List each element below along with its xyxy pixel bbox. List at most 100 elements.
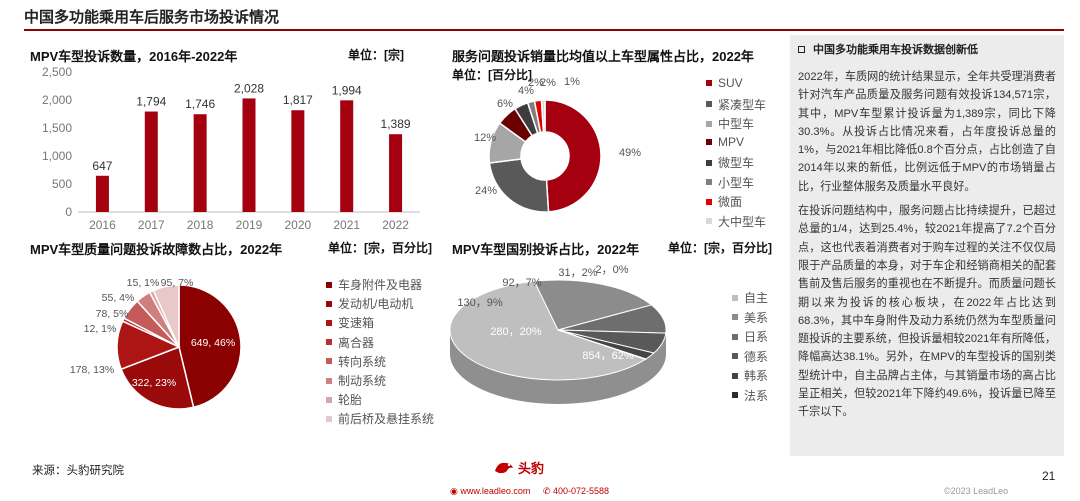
legend-swatch bbox=[732, 314, 738, 320]
logo-text: 头豹 bbox=[518, 461, 545, 476]
y-tick-label: 1,500 bbox=[42, 121, 72, 135]
legend-swatch bbox=[706, 218, 712, 224]
page-number: 21 bbox=[1042, 469, 1056, 483]
donut-slice-label: 24% bbox=[475, 185, 497, 197]
bar-2021 bbox=[340, 100, 354, 212]
y-tick-label: 2,500 bbox=[42, 65, 72, 79]
pie3d-slice-label: 130，9% bbox=[457, 297, 502, 309]
legend-swatch bbox=[706, 198, 712, 205]
quality-pie-title: MPV车型质量问题投诉故障数占比，2022年 bbox=[30, 242, 283, 257]
page-title: 中国多功能乘用车后服务市场投诉情况 bbox=[24, 9, 280, 26]
country-3d-pie-chart: 854，62% 280，20% 130，9%92，7% 31，2%2，0% bbox=[450, 264, 667, 404]
legend-item: 韩系 bbox=[732, 367, 768, 384]
donut-slice-label: 2% bbox=[540, 77, 556, 89]
bar-chart-title: MPV车型投诉数量，2016年-2022年 bbox=[30, 49, 238, 64]
donut-slice-label: 49% bbox=[619, 147, 641, 159]
legend-item: MPV bbox=[706, 135, 744, 149]
globe-icon: ◉ bbox=[450, 486, 458, 496]
country-pie-unit: 单位：[宗，百分比] bbox=[668, 241, 772, 255]
service-pie-unit: 单位：[百分比] bbox=[452, 68, 532, 82]
bar-value-label: 1,389 bbox=[381, 117, 411, 131]
legend-item: SUV bbox=[706, 76, 743, 90]
legend-label: 制动系统 bbox=[338, 374, 387, 388]
legend-label: 韩系 bbox=[744, 369, 769, 383]
legend-label: MPV bbox=[718, 134, 745, 149]
bar-2020 bbox=[291, 110, 305, 212]
pie3d-slice-label: 280，20% bbox=[490, 326, 542, 338]
bar-2018 bbox=[193, 114, 207, 212]
legend-swatch bbox=[706, 159, 712, 166]
pie3d-slice-label: 2，0% bbox=[595, 264, 628, 276]
legend-label: 发动机/电动机 bbox=[338, 297, 414, 312]
leopard-logo-icon bbox=[495, 462, 513, 473]
title-divider bbox=[24, 29, 1064, 31]
bar-value-label: 1,794 bbox=[136, 95, 166, 109]
legend-item: 大中型车 bbox=[706, 213, 766, 230]
legend-item: 德系 bbox=[732, 348, 768, 365]
checkbox-square-icon bbox=[798, 45, 805, 53]
legend-label: 前后桥及悬挂系统 bbox=[338, 412, 435, 427]
copyright: ©2023 LeadLeo bbox=[944, 486, 1009, 496]
legend-swatch bbox=[732, 333, 738, 340]
legend-item: 微面 bbox=[706, 193, 742, 210]
pie-slice-label: 95, 7% bbox=[161, 277, 194, 289]
quality-pie-unit: 单位：[宗，百分比] bbox=[328, 241, 432, 255]
pie-slice-label: 78, 5% bbox=[96, 308, 129, 320]
x-tick-label: 2016 bbox=[89, 218, 116, 232]
legend-swatch bbox=[706, 138, 712, 145]
pie3d-slice-1 bbox=[533, 279, 653, 331]
pie-slice-label: 12, 1% bbox=[84, 323, 117, 335]
donut-slice-label: 6% bbox=[497, 98, 513, 110]
legend-item: 自主 bbox=[732, 289, 768, 306]
bar-chart-unit: 单位：[宗] bbox=[348, 48, 404, 62]
commentary-panel: 中国多功能乘用车投诉数据创新低 2022年，车质网的统计结果显示，全年共受理消费… bbox=[790, 35, 1064, 456]
x-tick-label: 2018 bbox=[187, 218, 214, 232]
pie-slice-label: 55, 4% bbox=[102, 292, 135, 304]
legend-swatch bbox=[706, 80, 712, 86]
legend-item: 车身附件及电器 bbox=[326, 276, 422, 293]
donut-slice-label: 12% bbox=[474, 132, 496, 144]
bar-value-label: 647 bbox=[92, 159, 112, 173]
legend-item: 制动系统 bbox=[326, 372, 386, 389]
pie-3d-side bbox=[450, 330, 666, 404]
bar-2019 bbox=[242, 98, 256, 212]
service-pie-title: 服务问题投诉销量比均值以上车型属性占比，2022年 bbox=[452, 49, 754, 64]
x-tick-label: 2022 bbox=[382, 218, 409, 232]
bar-value-label: 1,746 bbox=[185, 97, 215, 111]
pie3d-slice-label: 92，7% bbox=[502, 277, 541, 289]
bar-value-label: 1,994 bbox=[332, 83, 362, 97]
legend-swatch bbox=[326, 377, 332, 384]
bar-2017 bbox=[144, 111, 158, 212]
brand-logo: 头豹 bbox=[493, 458, 544, 477]
legend-item: 发动机/电动机 bbox=[326, 295, 413, 312]
pie-slice-7 bbox=[152, 284, 180, 348]
legend-item: 美系 bbox=[732, 309, 768, 326]
service-donut-legend: SUV 紧凑型车 中型车 MPV 微型车 小型车 微面 大中型车 bbox=[706, 76, 786, 229]
legend-swatch bbox=[706, 179, 712, 185]
legend-label: 小型车 bbox=[718, 175, 755, 190]
legend-item: 前后桥及悬挂系统 bbox=[326, 410, 434, 427]
legend-swatch bbox=[706, 101, 712, 107]
legend-label: 德系 bbox=[744, 349, 769, 364]
x-tick-label: 2017 bbox=[138, 218, 165, 232]
bar-value-label: 1,817 bbox=[283, 93, 313, 107]
legend-item: 小型车 bbox=[706, 174, 754, 191]
donut-slice-7 bbox=[540, 99, 546, 133]
legend-swatch bbox=[732, 294, 738, 301]
legend-item: 中型车 bbox=[706, 115, 754, 132]
y-tick-label: 2,000 bbox=[42, 93, 72, 107]
website-link[interactable]: www.leadleo.com bbox=[460, 486, 531, 496]
x-tick-label: 2021 bbox=[333, 218, 360, 232]
legend-item: 变速箱 bbox=[326, 314, 374, 331]
legend-label: 紧凑型车 bbox=[718, 97, 767, 112]
donut-slice-0 bbox=[544, 99, 602, 213]
legend-item: 日系 bbox=[732, 328, 768, 345]
legend-swatch bbox=[732, 372, 738, 379]
legend-label: 自主 bbox=[744, 291, 769, 305]
x-tick-label: 2020 bbox=[285, 218, 312, 232]
phone-number: 400-072-5588 bbox=[552, 486, 610, 496]
legend-label: 中型车 bbox=[718, 117, 755, 131]
country-pie-title: MPV车型国别投诉占比，2022年 bbox=[452, 242, 640, 257]
legend-label: 车身附件及电器 bbox=[338, 278, 423, 292]
phone-icon: ✆ bbox=[542, 486, 551, 496]
